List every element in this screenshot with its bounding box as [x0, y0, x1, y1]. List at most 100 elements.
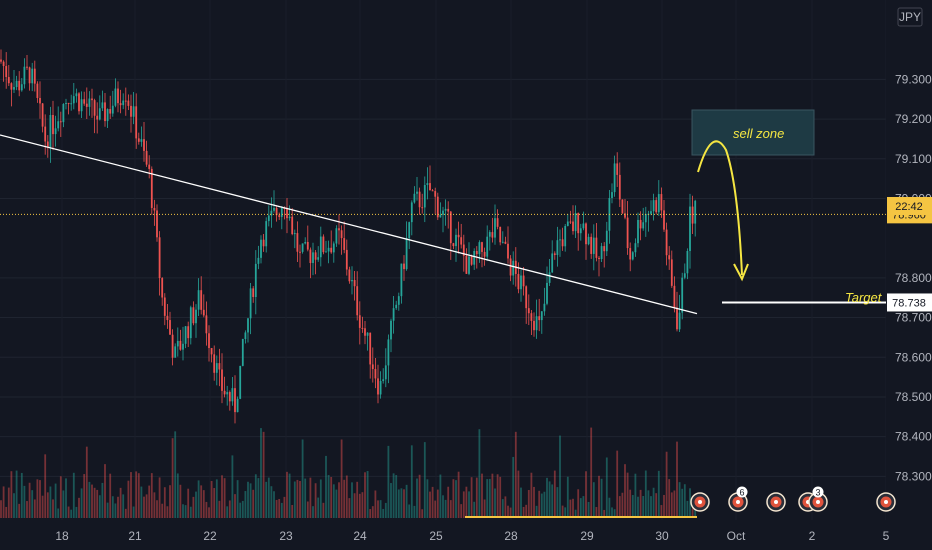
volume-bar: [26, 501, 28, 518]
volume-bar: [283, 496, 286, 518]
candle-body: [442, 210, 444, 215]
volume-bar: [236, 480, 239, 518]
candle-body: [681, 277, 684, 313]
candle-body: [639, 219, 642, 229]
candle-body: [400, 263, 403, 297]
candle-body: [93, 100, 96, 116]
candle-body: [156, 210, 158, 238]
event-icon-1[interactable]: [690, 492, 710, 512]
volume-bar: [70, 509, 73, 518]
volume-bar: [566, 476, 569, 518]
volume-bar: [600, 478, 603, 518]
candle-body: [241, 339, 244, 366]
volume-bar: [67, 506, 70, 518]
event-icon-3[interactable]: [766, 492, 786, 512]
candle-body: [473, 250, 476, 265]
sell-zone-box[interactable]: sell zone: [691, 109, 815, 156]
event-badge: 3: [812, 486, 824, 498]
candle-body: [28, 67, 31, 84]
volume-bar: [650, 496, 652, 518]
volume-bar: [85, 446, 88, 518]
candle-body: [262, 239, 265, 247]
volume-bar: [314, 483, 317, 518]
y-tick-label: 79.200: [895, 112, 932, 126]
volume-bar: [421, 509, 424, 518]
volume-bar: [343, 479, 346, 518]
candle-body: [353, 280, 356, 287]
volume-bar: [353, 493, 356, 518]
candle-body: [683, 273, 686, 278]
event-icon-6[interactable]: [876, 492, 896, 512]
candle-body: [332, 243, 335, 253]
volume-bar: [520, 487, 522, 518]
volume-bar: [338, 482, 340, 518]
volume-bar: [348, 498, 351, 518]
candle-body: [15, 80, 18, 88]
volume-bar: [257, 478, 260, 518]
event-badge: 6: [736, 486, 748, 498]
candle-body: [431, 190, 434, 192]
volume-bar: [592, 482, 595, 518]
event-icon-5[interactable]: [808, 492, 828, 512]
candle-body: [670, 259, 673, 286]
candle-body: [150, 168, 153, 208]
volume-bar: [499, 476, 502, 518]
volume-bar: [260, 428, 262, 518]
time-axis[interactable]: 18 21 22 23 24 25 28 29 30 Oct 2 5: [0, 516, 890, 550]
candle-body: [351, 280, 353, 282]
volume-bar: [98, 495, 101, 518]
candle-body: [291, 216, 294, 235]
volume-bar: [161, 503, 164, 518]
volume-bar: [371, 506, 374, 518]
candle-body: [390, 320, 392, 340]
volume-bar: [512, 456, 515, 518]
volume-bar: [44, 454, 47, 518]
volume-bar: [288, 473, 291, 518]
volume-bar: [304, 478, 307, 518]
candle-body: [457, 234, 460, 238]
volume-bar: [163, 487, 166, 518]
volume-bar: [423, 442, 426, 518]
volume-bar: [644, 470, 647, 518]
candle-body: [377, 378, 379, 395]
volume-bar: [496, 474, 499, 518]
volume-bar: [187, 488, 190, 518]
candle-body: [361, 327, 364, 329]
candle-body: [153, 207, 156, 211]
candle-body: [530, 313, 533, 321]
trendline[interactable]: [0, 134, 698, 315]
volume-bar: [634, 473, 637, 518]
candle-body: [410, 202, 413, 223]
candle-body: [215, 363, 218, 373]
volume-bar: [478, 429, 481, 518]
candle-body: [7, 77, 10, 84]
volume-bar: [551, 484, 554, 518]
volume-bar: [109, 473, 112, 518]
candle-body: [621, 199, 624, 214]
volume-bar: [322, 502, 325, 518]
volume-bar: [582, 496, 585, 518]
candle-body: [111, 105, 114, 114]
candle-body: [163, 297, 166, 316]
volume-bar: [405, 484, 408, 518]
price-axis[interactable]: 79.30079.20079.10079.00078.80078.70078.6…: [886, 0, 932, 520]
volume-bar: [317, 497, 320, 518]
candle-body: [673, 285, 676, 308]
volume-bar: [137, 473, 140, 518]
candle-body: [587, 236, 590, 245]
svg-text:78.738: 78.738: [892, 297, 926, 309]
volume-bar: [501, 499, 504, 518]
volume-bar: [54, 483, 57, 518]
candle-body: [273, 207, 275, 211]
candle-body: [296, 233, 299, 252]
volume-bar: [626, 472, 629, 518]
volume-bar: [75, 506, 78, 518]
volume-bar: [569, 499, 572, 518]
volume-bar: [5, 506, 8, 518]
candle-body: [613, 163, 616, 193]
volume-bar: [678, 482, 681, 518]
candle-body: [322, 236, 325, 253]
